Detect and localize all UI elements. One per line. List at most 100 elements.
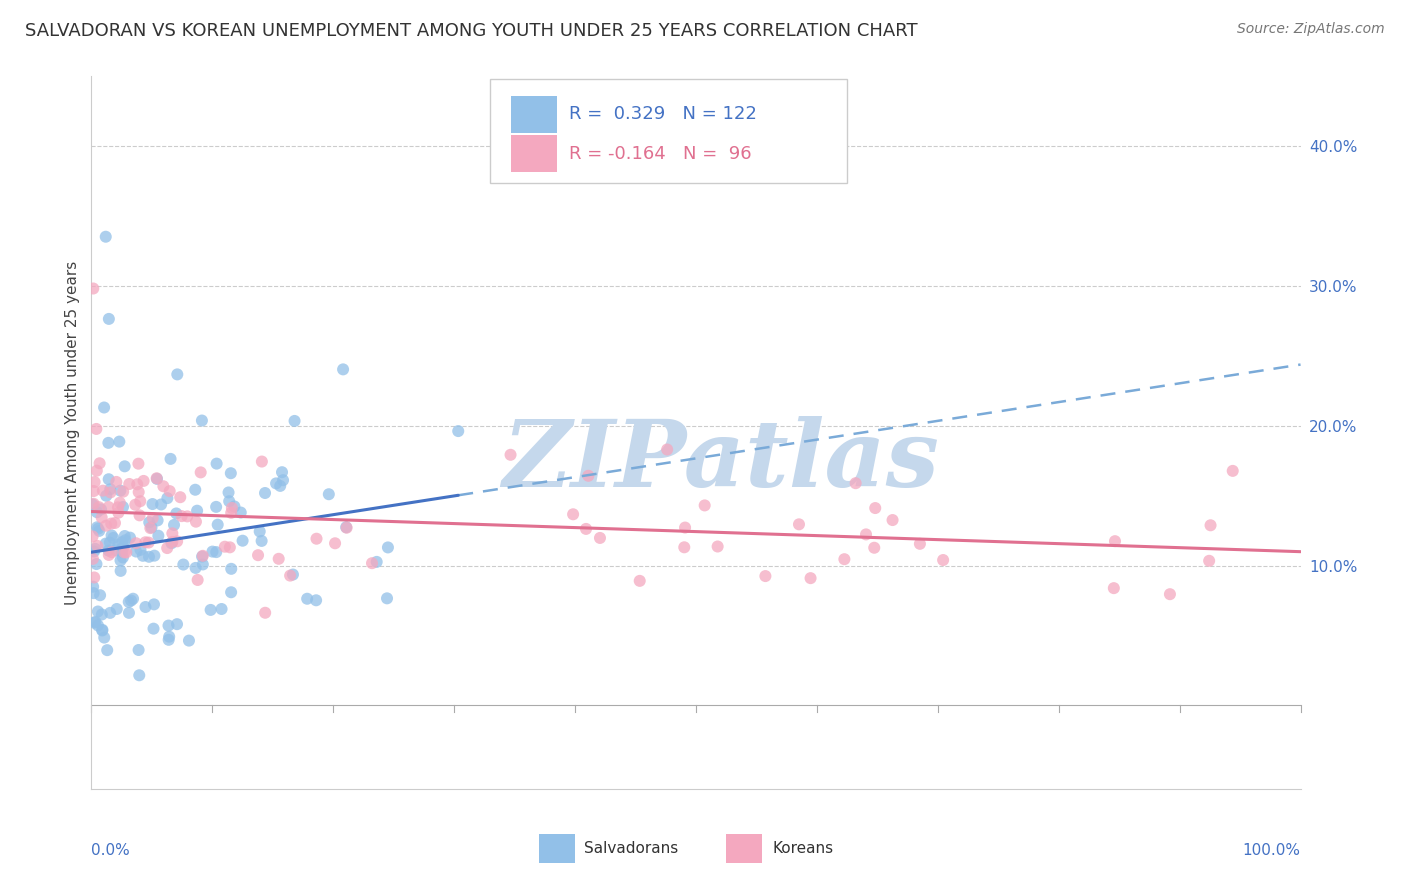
Point <box>575 522 598 536</box>
Point <box>305 593 328 607</box>
Point <box>128 485 150 500</box>
Point <box>284 414 307 428</box>
Point <box>82 552 104 566</box>
Point <box>100 485 122 500</box>
Point <box>138 549 160 564</box>
Point <box>125 544 148 558</box>
Point <box>254 486 277 500</box>
Point <box>377 541 399 555</box>
Point <box>249 524 271 539</box>
Point <box>128 668 150 682</box>
Point <box>139 521 162 535</box>
Point <box>863 541 886 555</box>
Point <box>97 548 120 562</box>
Point <box>908 537 931 551</box>
Bar <box>538 834 575 863</box>
Point <box>87 618 110 632</box>
Point <box>83 615 105 630</box>
Point <box>112 545 135 559</box>
Point <box>90 607 112 622</box>
Point <box>1102 581 1125 595</box>
Point <box>157 632 180 647</box>
Point <box>112 541 135 555</box>
Point <box>366 555 388 569</box>
Point <box>447 424 470 438</box>
Point <box>96 489 118 503</box>
Point <box>218 494 240 508</box>
Point <box>278 568 301 582</box>
Point <box>145 471 167 485</box>
Point <box>254 606 277 620</box>
Point <box>125 536 148 550</box>
Point <box>250 454 273 468</box>
Point <box>295 591 318 606</box>
Text: 100.0%: 100.0% <box>1243 843 1301 858</box>
Text: 0.0%: 0.0% <box>91 843 131 858</box>
Point <box>800 571 823 585</box>
Point <box>82 498 104 512</box>
Point <box>83 586 105 600</box>
Point <box>589 531 612 545</box>
Point <box>336 521 359 535</box>
Point <box>201 544 224 558</box>
Point <box>191 413 214 427</box>
Point <box>138 535 160 549</box>
Point <box>562 508 585 522</box>
Point <box>166 534 188 549</box>
Point <box>148 529 170 543</box>
Point <box>157 618 180 632</box>
Point <box>375 591 398 606</box>
Bar <box>510 95 557 133</box>
Point <box>834 552 856 566</box>
Point <box>271 473 294 487</box>
Point <box>855 527 877 541</box>
Point <box>104 543 127 558</box>
Point <box>271 465 294 479</box>
Point <box>657 442 679 457</box>
Point <box>127 457 149 471</box>
Point <box>111 500 134 514</box>
Point <box>845 476 868 491</box>
Point <box>218 541 240 555</box>
Point <box>250 533 273 548</box>
Point <box>166 617 188 632</box>
Point <box>142 622 165 636</box>
Point <box>129 494 152 508</box>
Point <box>191 549 214 564</box>
Point <box>100 516 122 531</box>
Point <box>932 553 955 567</box>
Point <box>229 506 252 520</box>
Point <box>110 564 132 578</box>
Point <box>191 549 214 563</box>
Point <box>221 500 243 515</box>
Point <box>104 516 127 530</box>
Point <box>127 477 149 491</box>
Point <box>219 585 242 599</box>
Point <box>100 528 122 542</box>
Point <box>114 459 136 474</box>
Point <box>269 479 291 493</box>
Point <box>170 509 193 524</box>
Point <box>105 602 128 616</box>
Point <box>218 485 240 500</box>
Point <box>184 515 207 529</box>
Point <box>693 499 716 513</box>
Point <box>118 606 141 620</box>
Point <box>87 522 110 536</box>
Point <box>97 543 120 558</box>
Point <box>224 500 246 514</box>
Point <box>97 312 120 326</box>
Point <box>111 545 134 559</box>
Point <box>186 504 208 518</box>
Y-axis label: Unemployment Among Youth under 25 years: Unemployment Among Youth under 25 years <box>65 260 80 605</box>
Point <box>118 595 141 609</box>
Point <box>200 603 222 617</box>
Point <box>86 557 108 571</box>
FancyBboxPatch shape <box>491 79 846 183</box>
Point <box>86 520 108 534</box>
Point <box>122 591 145 606</box>
Point <box>247 548 270 562</box>
Text: Source: ZipAtlas.com: Source: ZipAtlas.com <box>1237 22 1385 37</box>
Point <box>205 545 228 559</box>
Point <box>169 490 191 504</box>
